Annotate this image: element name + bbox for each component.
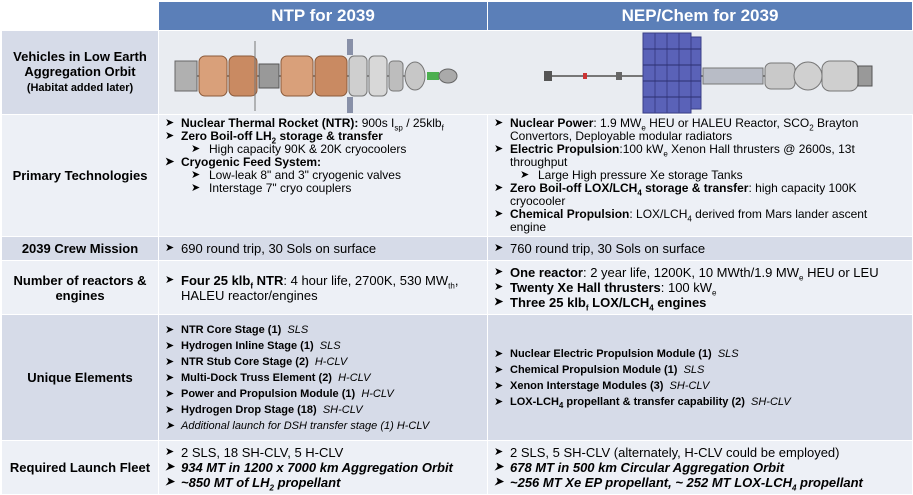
list-item: Electric Propulsion:100 kWe Xenon Hall t… [494, 143, 906, 169]
list-item: ~850 MT of LH2 propellant [165, 475, 481, 492]
nep-launch-fleet: 2 SLS, 5 SH-CLV (alternately, H-CLV coul… [487, 440, 913, 495]
list-item: Chemical Propulsion: LOX/LCH4 derived fr… [494, 208, 906, 234]
list-item: Xenon Interstage Modules (3) SH-CLV [494, 378, 906, 394]
list-item: Twenty Xe Hall thrusters: 100 kWe [494, 280, 906, 297]
list-item: Cryogenic Feed System: [165, 156, 481, 170]
ntp-vehicle-image [158, 30, 488, 115]
nep-vehicle-image [487, 30, 913, 115]
list-item: Three 25 klbf LOX/LCH4 engines [494, 295, 906, 312]
list-item: Hydrogen Inline Stage (1) SLS [165, 338, 481, 354]
ntp-technologies: Nuclear Thermal Rocket (NTR): 900s Isp /… [158, 114, 488, 237]
list-item: Zero Boil-off LOX/LCH4 storage & transfe… [494, 182, 906, 208]
nep-crew-mission: 760 round trip, 30 Sols on surface [487, 236, 913, 261]
list-item: Power and Propulsion Module (1) H-CLV [165, 386, 481, 402]
row-label-launch: Required Launch Fleet [1, 440, 159, 495]
ntp-launch-fleet: 2 SLS, 18 SH-CLV, 5 H-CLV 934 MT in 1200… [158, 440, 488, 495]
list-item: 678 MT in 500 km Circular Aggregation Or… [494, 460, 906, 475]
list-item: Zero Boil-off LH2 storage & transfer [165, 130, 481, 145]
nep-reactors: One reactor: 2 year life, 1200K, 10 MWth… [487, 260, 913, 315]
list-item: One reactor: 2 year life, 1200K, 10 MWth… [494, 265, 906, 282]
header-nep: NEP/Chem for 2039 [487, 1, 913, 31]
nep-technologies: Nuclear Power: 1.9 MWe HEU or HALEU Reac… [487, 114, 913, 237]
list-item: Chemical Propulsion Module (1) SLS [494, 362, 906, 378]
row-label-primary: Primary Technologies [1, 114, 159, 237]
ntp-reactors: Four 25 klbf NTR: 4 hour life, 2700K, 53… [158, 260, 488, 315]
nep-unique-elements: Nuclear Electric Propulsion Module (1) S… [487, 314, 913, 441]
list-item: Hydrogen Drop Stage (18) SH-CLV [165, 402, 481, 418]
list-item: ~256 MT Xe EP propellant, ~ 252 MT LOX-L… [494, 475, 906, 492]
list-item: 760 round trip, 30 Sols on surface [494, 241, 906, 256]
list-item: Large High pressure Xe storage Tanks [494, 169, 906, 183]
row-label-unique: Unique Elements [1, 314, 159, 441]
list-item: 934 MT in 1200 x 7000 km Aggregation Orb… [165, 460, 481, 475]
header-ntp: NTP for 2039 [158, 1, 488, 31]
list-item: LOX-LCH4 propellant & transfer capabilit… [494, 394, 906, 410]
list-item: 2 SLS, 18 SH-CLV, 5 H-CLV [165, 445, 481, 460]
list-item: Nuclear Electric Propulsion Module (1) S… [494, 346, 906, 362]
list-item: Additional launch for DSH transfer stage… [165, 418, 481, 434]
list-item: High capacity 90K & 20K cryocoolers [165, 143, 481, 157]
list-item: Nuclear Thermal Rocket (NTR): 900s Isp /… [165, 117, 481, 132]
list-item: 2 SLS, 5 SH-CLV (alternately, H-CLV coul… [494, 445, 906, 460]
list-item: Interstage 7" cryo couplers [165, 182, 481, 196]
list-item: Low-leak 8" and 3" cryogenic valves [165, 169, 481, 183]
ntp-unique-elements: NTR Core Stage (1) SLS Hydrogen Inline S… [158, 314, 488, 441]
row-label-crew: 2039 Crew Mission [1, 236, 159, 261]
list-item: NTR Stub Core Stage (2) H-CLV [165, 354, 481, 370]
ntp-crew-mission: 690 round trip, 30 Sols on surface [158, 236, 488, 261]
list-item: Multi-Dock Truss Element (2) H-CLV [165, 370, 481, 386]
list-item: Nuclear Power: 1.9 MWe HEU or HALEU Reac… [494, 117, 906, 143]
row-label-reactors: Number of reactors & engines [1, 260, 159, 315]
list-item: 690 round trip, 30 Sols on surface [165, 241, 481, 256]
row-label-vehicles: Vehicles in Low Earth Aggregation Orbit … [1, 30, 159, 115]
list-item: Four 25 klbf NTR: 4 hour life, 2700K, 53… [165, 273, 481, 303]
list-item: NTR Core Stage (1) SLS [165, 322, 481, 338]
corner-cell [1, 1, 159, 31]
